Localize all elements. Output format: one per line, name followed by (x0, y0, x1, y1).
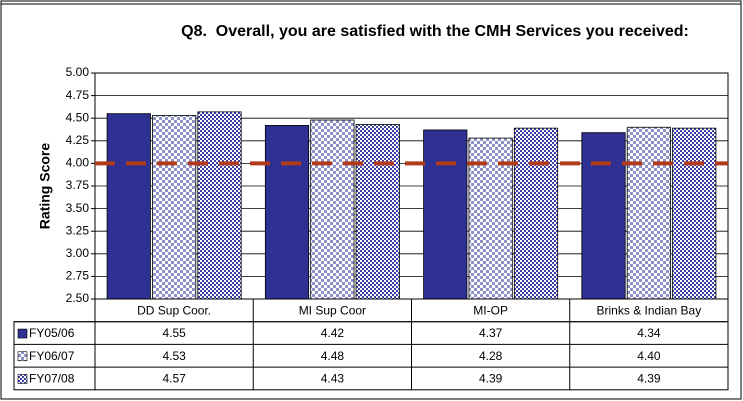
table-value: 4.28 (479, 349, 503, 363)
y-tick-label: 3.00 (66, 246, 90, 260)
bar (423, 129, 468, 300)
chart-title: Q8. Overall, you are satisfied with the … (181, 23, 689, 40)
y-tick-label: 3.75 (66, 178, 90, 192)
bar (152, 115, 197, 300)
bar (626, 126, 671, 300)
category-label: DD Sup Coor. (137, 304, 211, 318)
bar (513, 127, 559, 300)
bar (355, 124, 400, 300)
bar (310, 119, 355, 300)
y-tick-label: 3.50 (66, 201, 90, 215)
legend-label: FY06/07 (29, 349, 75, 363)
legend-swatch (17, 328, 28, 339)
category-label: MI Sup Coor (299, 304, 366, 318)
y-tick-label: 4.75 (66, 88, 90, 102)
legend-label: FY07/08 (29, 372, 75, 386)
bar (264, 125, 310, 300)
bar (106, 113, 151, 300)
table-value: 4.55 (162, 326, 186, 340)
table-value: 4.39 (637, 372, 661, 386)
table-value: 4.34 (637, 326, 661, 340)
y-tick-label: 4.50 (66, 110, 90, 124)
legend-swatch (17, 374, 28, 384)
y-tick-label: 2.75 (66, 269, 90, 283)
y-tick-label: 5.00 (66, 65, 90, 79)
table-border (13, 321, 729, 391)
legend-swatch (17, 351, 28, 362)
table-value: 4.53 (162, 349, 186, 363)
table-value: 4.42 (321, 326, 345, 340)
table-value: 4.37 (479, 326, 503, 340)
bar (197, 111, 242, 300)
table-value: 4.48 (321, 349, 345, 363)
table-value: 4.43 (321, 372, 345, 386)
bar (672, 127, 717, 300)
table-value: 4.39 (479, 372, 503, 386)
table-value: 4.40 (637, 349, 661, 363)
y-tick-label: 3.25 (66, 223, 90, 237)
bar (581, 132, 626, 300)
category-label: MI-OP (473, 304, 508, 318)
y-tick-label: 4.00 (66, 156, 90, 170)
legend-label: FY05/06 (29, 326, 75, 340)
table-value: 4.57 (162, 372, 186, 386)
category-label: Brinks & Indian Bay (597, 304, 702, 318)
y-tick-label: 4.25 (66, 133, 90, 147)
y-tick-label: 2.50 (66, 291, 90, 305)
y-axis-label: Rating Score (37, 143, 53, 230)
